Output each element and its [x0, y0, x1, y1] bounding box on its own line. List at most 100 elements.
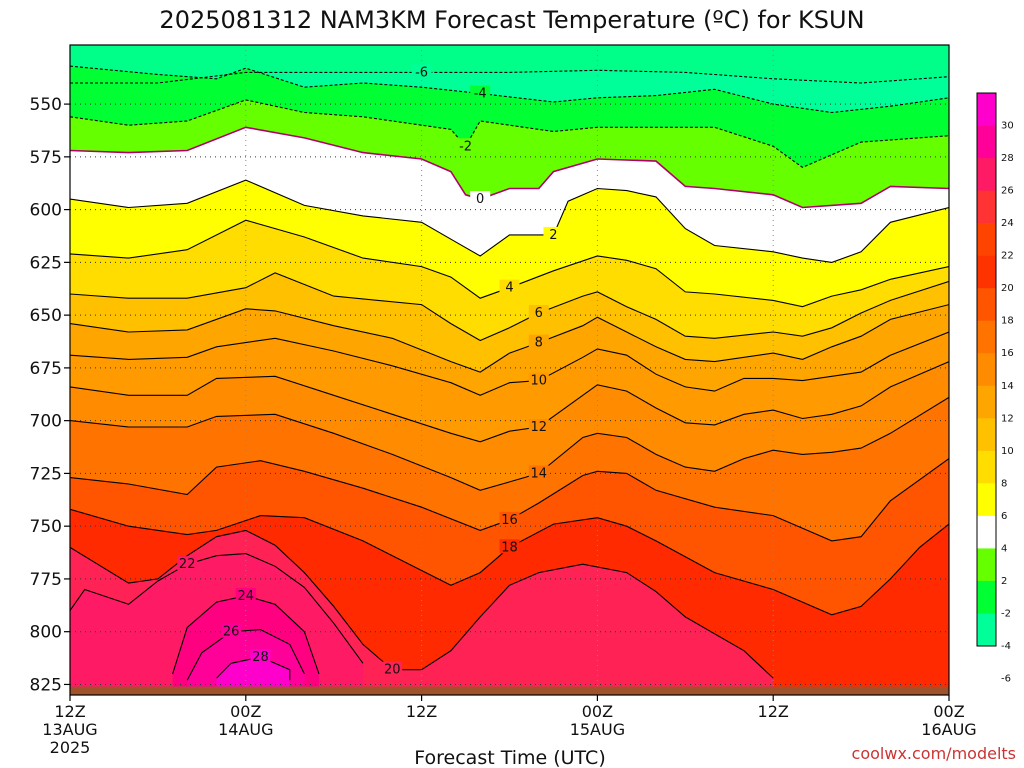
isotherm-label-bg [250, 649, 271, 664]
colorbar-label: 6 [1001, 511, 1007, 522]
colorbar-swatch [977, 125, 996, 159]
colorbar-label: 26 [1001, 186, 1014, 197]
colorbar-swatch [977, 158, 996, 192]
isotherm-label: -6 [415, 65, 428, 80]
isotherm-line-m6 [70, 69, 949, 84]
grid-lines [70, 45, 949, 695]
x-axis-label: Forecast Time (UTC) [414, 747, 605, 768]
isotherm-label: 0 [476, 192, 484, 207]
temperature-fill-layer [70, 45, 949, 695]
isotherm-line-18 [70, 508, 949, 616]
colorbar-label: 18 [1001, 316, 1014, 327]
colorbar-swatch [977, 93, 996, 127]
isotherm-label-bg [528, 465, 549, 480]
y-tick-label: 650 [30, 306, 62, 326]
isotherm-label: 18 [501, 540, 518, 555]
isotherm-label: 22 [179, 557, 196, 572]
isotherm-label-bg [543, 226, 564, 241]
y-axis: 550 575 600 625 650 675 700 725 750 775 800 825 [30, 95, 70, 695]
isotherm-line-14 [70, 396, 949, 491]
isotherm-label-bg [499, 511, 520, 526]
isotherm-label-bg [499, 539, 520, 554]
colorbar-label: -6 [1001, 674, 1011, 685]
colorbar-swatch [977, 320, 996, 354]
x-tick-label: 00Z [582, 702, 613, 721]
credit-link[interactable]: coolwx.com/modelts [852, 744, 1016, 763]
x-tick-label: 12Z [758, 702, 789, 721]
ground-strip [70, 686, 949, 695]
x-tick-label: 12Z [54, 702, 85, 721]
isotherm-label-bg [177, 556, 198, 571]
y-tick-label: 775 [30, 570, 62, 590]
colorbar-label: -2 [1001, 609, 1011, 620]
y-tick-label: 550 [30, 95, 62, 115]
isotherm-label: 12 [531, 420, 548, 435]
isotherm-label-bg [528, 372, 549, 387]
colorbar-swatch [977, 385, 996, 419]
colorbar-swatch [977, 288, 996, 322]
isotherm-label: 26 [223, 625, 240, 640]
y-tick-label: 750 [30, 517, 62, 537]
colorbar-swatch [977, 613, 996, 647]
isotherm-label: 4 [505, 281, 513, 296]
isotherm-line-10 [70, 331, 949, 396]
ground-surface [70, 686, 949, 695]
isotherm-label-bg [411, 64, 432, 79]
y-tick-label: 575 [30, 148, 62, 168]
x-tick-label: 12Z [406, 702, 437, 721]
isotherm-label-bg [470, 85, 491, 100]
band-fill-28 [216, 657, 290, 695]
colorbar-swatch [977, 483, 996, 517]
isotherm-label: 8 [535, 336, 543, 351]
isotherm-line-m4 [70, 65, 949, 114]
isotherm-line-4 [70, 219, 949, 308]
colorbar-swatch [977, 580, 996, 614]
isotherm-line-2 [70, 179, 949, 263]
isotherm-label: 6 [535, 306, 543, 321]
y-tick-label: 800 [30, 623, 62, 643]
plot-frame [69, 44, 950, 696]
colorbar-frame [976, 92, 997, 647]
isotherm-line-0 [70, 126, 949, 209]
colorbar-swatch [977, 515, 996, 549]
colorbar: 30 28 26 24 22 20 18 16 14 12 10 8 6 4 2 -2 -4 -6 [976, 92, 1014, 685]
x-tick-date: 13AUG [42, 720, 97, 739]
colorbar-swatch [977, 450, 996, 484]
chart-title: 2025081312 NAM3KM Forecast Temperature (… [159, 6, 864, 34]
y-tick-label: 625 [30, 253, 62, 273]
isotherm-label-bg [470, 191, 491, 206]
colorbar-label: 28 [1001, 153, 1014, 164]
isotherm-line-12 [70, 361, 949, 443]
y-tick-label: 675 [30, 359, 62, 379]
colorbar-swatch [977, 418, 996, 452]
colorbar-label: 14 [1001, 381, 1014, 392]
x-tick-label: 00Z [933, 702, 964, 721]
isotherm-label: -2 [459, 139, 472, 154]
isotherm-label-bg [499, 279, 520, 294]
colorbar-swatch [977, 190, 996, 224]
isotherm-label: -4 [474, 87, 487, 102]
isotherm-line-8 [70, 304, 949, 373]
colorbar-swatch [977, 548, 996, 582]
colorbar-label: 10 [1001, 446, 1014, 457]
colorbar-label: 22 [1001, 251, 1014, 262]
colorbar-swatch [977, 223, 996, 257]
y-tick-label: 700 [30, 412, 62, 432]
colorbar-label: 24 [1001, 218, 1014, 229]
isotherm-label: 14 [531, 466, 548, 481]
x-tick-date: 16AUG [921, 720, 976, 739]
y-tick-label: 825 [30, 675, 62, 695]
isotherm-label: 28 [252, 650, 269, 665]
isotherm-label-bg [528, 305, 549, 320]
isotherm-label: 24 [238, 589, 255, 604]
colorbar-swatch [977, 255, 996, 289]
isotherm-label-bg [455, 138, 476, 153]
colorbar-label: -4 [1001, 641, 1011, 652]
x-tick-date: 15AUG [570, 720, 625, 739]
isotherm-label-bg [528, 418, 549, 433]
y-tick-label: 600 [30, 201, 62, 221]
colorbar-label: 8 [1001, 478, 1007, 489]
